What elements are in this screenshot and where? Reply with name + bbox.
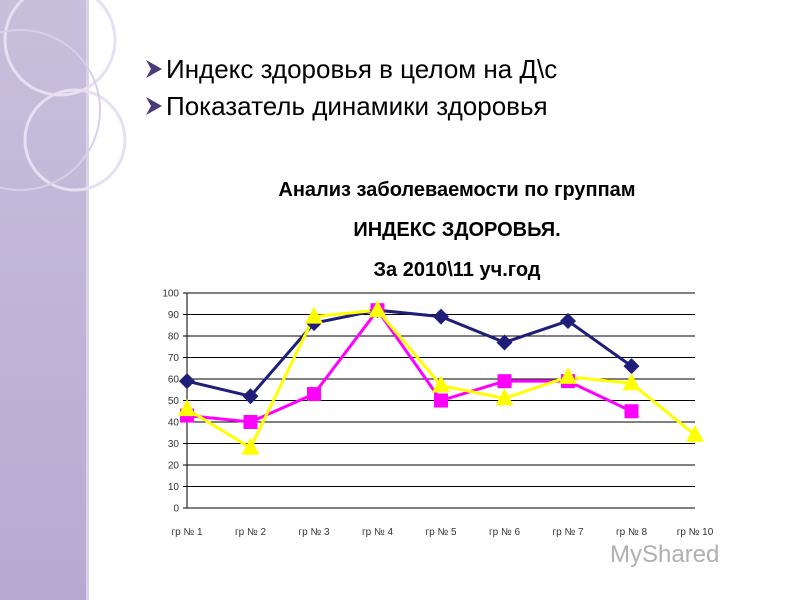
decor xyxy=(0,0,127,600)
chart-title: Анализ заболеваемости по группам xyxy=(278,179,635,201)
marker xyxy=(559,366,577,384)
bullet: Индекс здоровья в целом на Д\с xyxy=(166,54,557,84)
x-tick-label: гр № 5 xyxy=(425,527,456,538)
marker xyxy=(622,373,641,391)
bullet: Показатель динамики здоровья xyxy=(166,91,548,121)
x-tick-label: гр № 2 xyxy=(235,527,266,538)
y-tick-label: 20 xyxy=(168,461,180,472)
x-tick-label: гр № 7 xyxy=(552,527,583,538)
marker xyxy=(560,312,576,329)
y-tick-label: 100 xyxy=(162,289,179,300)
marker xyxy=(432,375,450,393)
series-line xyxy=(186,307,633,424)
y-tick-label: 40 xyxy=(168,418,180,429)
x-tick-label: гр № 6 xyxy=(489,527,520,538)
x-tick-label: гр № 4 xyxy=(362,527,393,538)
x-tick-label: гр № 1 xyxy=(171,527,202,538)
marker xyxy=(307,387,321,402)
x-tick-label: гр № 3 xyxy=(298,527,329,538)
x-tick-label: гр № 8 xyxy=(616,527,647,538)
marker xyxy=(179,373,195,390)
marker xyxy=(434,393,448,408)
marker xyxy=(624,404,639,419)
y-tick-label: 80 xyxy=(168,332,180,343)
marker xyxy=(686,424,704,442)
y-tick-label: 30 xyxy=(168,439,180,450)
y-tick-label: 70 xyxy=(168,353,180,364)
chart-title: За 2010\11 уч.год xyxy=(374,259,541,281)
chart-title: ИНДЕКС ЗДОРОВЬЯ. xyxy=(353,219,560,241)
y-tick-label: 60 xyxy=(168,375,180,386)
marker xyxy=(242,388,259,405)
marker xyxy=(368,300,387,318)
y-tick-label: 10 xyxy=(168,482,180,493)
x-tick-label: гр № 10 xyxy=(677,527,714,538)
bullet-arrows xyxy=(146,60,162,115)
y-tick-label: 50 xyxy=(168,396,180,407)
marker xyxy=(623,358,640,375)
marker xyxy=(433,308,449,325)
marker xyxy=(243,415,258,429)
marker xyxy=(305,306,323,324)
marker xyxy=(178,399,196,417)
marker xyxy=(497,374,512,389)
y-tick-label: 0 xyxy=(173,504,179,515)
watermark: MyShared xyxy=(610,541,719,568)
series-line xyxy=(186,308,633,398)
marker xyxy=(495,388,514,406)
marker xyxy=(496,334,513,351)
marker xyxy=(241,437,260,455)
y-tick-label: 90 xyxy=(168,310,180,321)
